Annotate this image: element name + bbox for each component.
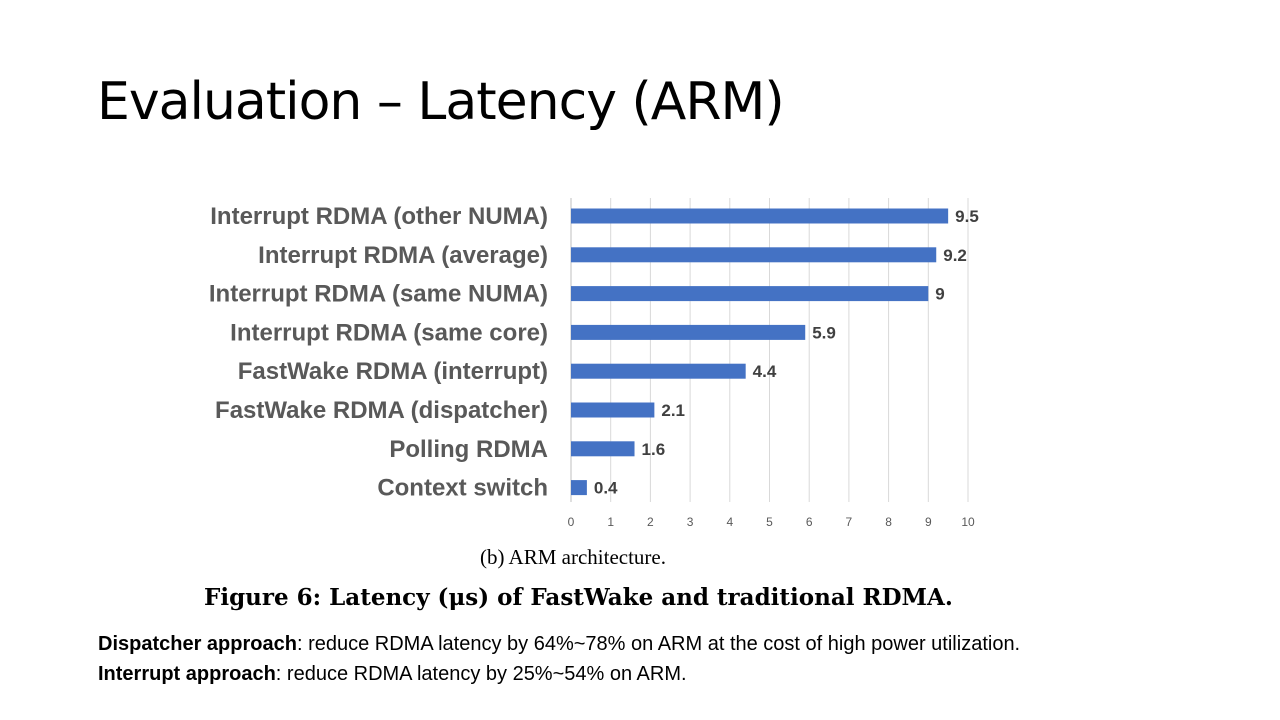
data-label: 9.5 (955, 207, 979, 226)
category-label: Context switch (377, 475, 548, 502)
bar (571, 247, 937, 263)
latency-bar-chart: 0 1 2 3 4 5 6 7 8 9 10 Interrupt RDMA (other NUMA) 9… (209, 198, 979, 529)
bar (571, 402, 655, 418)
data-label: 0.4 (594, 479, 618, 498)
x-tick-label: 1 (607, 515, 614, 529)
note-dispatcher-bold: Dispatcher approach (98, 633, 297, 655)
note-dispatcher: Dispatcher approach: reduce RDMA latency… (98, 633, 1020, 656)
x-tick-label: 6 (806, 515, 813, 529)
data-label: 4.4 (753, 362, 777, 381)
bar (571, 441, 635, 457)
note-interrupt-bold: Interrupt approach (98, 663, 276, 685)
category-label: Interrupt RDMA (same NUMA) (209, 281, 548, 308)
data-label: 9 (935, 285, 944, 304)
bar (571, 286, 929, 302)
category-label: Interrupt RDMA (average) (258, 242, 548, 269)
category-label: Polling RDMA (389, 436, 548, 463)
data-label: 2.1 (661, 401, 685, 420)
bar (571, 363, 746, 379)
x-tick-label: 0 (568, 515, 575, 529)
note-interrupt: Interrupt approach: reduce RDMA latency … (98, 663, 687, 686)
bar (571, 208, 949, 224)
x-tick-label: 7 (846, 515, 853, 529)
x-tick-label: 5 (766, 515, 773, 529)
data-label: 5.9 (812, 323, 836, 342)
bar (571, 324, 806, 340)
data-label: 1.6 (642, 440, 666, 459)
subcaption: (b) ARM architecture. (479, 545, 667, 569)
category-label: Interrupt RDMA (same core) (230, 319, 548, 346)
bar (571, 480, 587, 496)
x-tick-label: 10 (961, 515, 975, 529)
note-interrupt-text: : reduce RDMA latency by 25%~54% on ARM. (275, 663, 687, 685)
category-label: FastWake RDMA (dispatcher) (215, 397, 548, 424)
figure-caption: Figure 6: Latency (μs) of FastWake and t… (204, 584, 953, 611)
category-label: FastWake RDMA (interrupt) (238, 358, 548, 385)
slide-title: Evaluation – Latency (ARM) (97, 72, 785, 132)
x-tick-label: 3 (687, 515, 694, 529)
x-tick-label: 4 (726, 515, 733, 529)
x-tick-label: 9 (925, 515, 932, 529)
note-dispatcher-text: : reduce RDMA latency by 64%~78% on ARM … (296, 633, 1021, 655)
x-tick-label: 8 (885, 515, 892, 529)
category-label: Interrupt RDMA (other NUMA) (210, 203, 548, 230)
x-tick-label: 2 (647, 515, 654, 529)
data-label: 9.2 (943, 246, 967, 265)
